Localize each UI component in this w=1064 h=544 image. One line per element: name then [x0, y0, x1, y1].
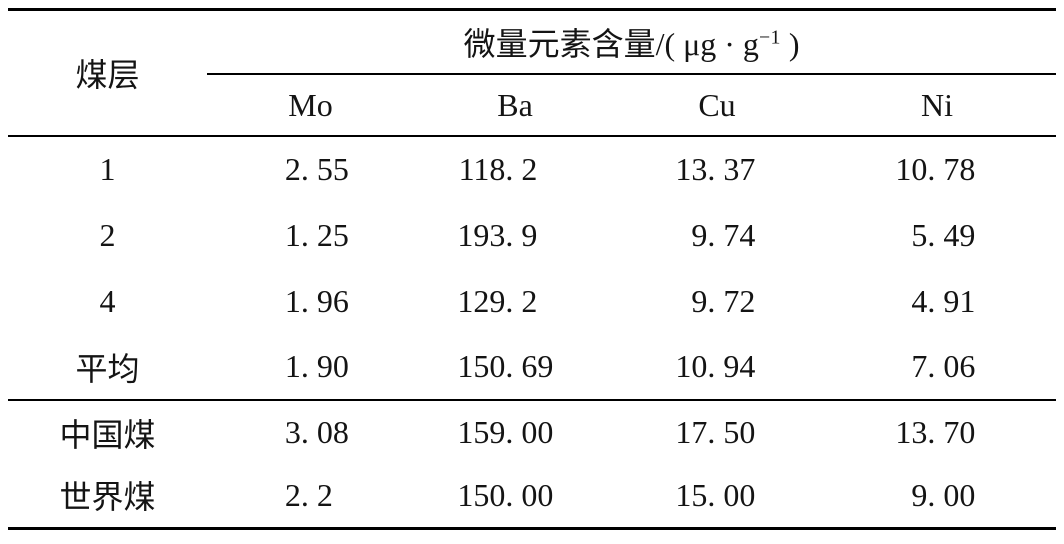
- cell-mo: 1. 90: [207, 334, 414, 400]
- row-label: 中国煤: [8, 399, 207, 464]
- numeric-value: 13. 37: [675, 151, 756, 187]
- numeric-value: 15. 00: [675, 476, 756, 513]
- cell-mo: 2. 55: [207, 136, 414, 202]
- numeric-value: 9. 00: [911, 476, 976, 513]
- coal-seam-rows: 1 2. 55 118. 2 13. 37 10. 78 2 1. 25 193. 9 9. 7…: [8, 136, 1056, 400]
- numeric-value: 150. 69: [457, 348, 554, 384]
- cell-ba: 159. 00: [414, 399, 616, 464]
- column-header-ba: Ba: [414, 74, 616, 137]
- numeric-value: 150. 00: [457, 476, 554, 513]
- reference-coal-rows: 中国煤 3. 08 159. 00 17. 50 13. 70 世界煤 2. 2 150. 0…: [8, 399, 1057, 528]
- cell-ni: 5. 49: [818, 202, 1056, 268]
- numeric-value: 9. 72: [691, 282, 756, 319]
- header-row-elements: Mo Ba Cu Ni: [8, 74, 1057, 137]
- header-row-unit: 煤层 微量元素含量/( μg · g−1 ): [8, 9, 1057, 137]
- cell-ni: 4. 91: [818, 268, 1056, 334]
- unit-header-close-paren: ): [780, 26, 800, 62]
- numeric-value: 118. 2: [458, 151, 538, 187]
- numeric-value: 159. 00: [457, 414, 554, 450]
- unit-header-exponent: −1: [758, 26, 781, 49]
- cell-mo: 3. 08: [207, 399, 414, 464]
- cell-cu: 13. 37: [616, 136, 818, 202]
- row-label: 1: [99, 151, 116, 187]
- numeric-value: 4. 91: [911, 282, 976, 319]
- cell-cu: 10. 94: [616, 334, 818, 400]
- cell-mo: 1. 25: [207, 202, 414, 268]
- numeric-value: 2. 55: [284, 151, 349, 187]
- numeric-value: 5. 49: [911, 216, 976, 253]
- numeric-value: 193. 9: [457, 216, 538, 253]
- unit-header: 微量元素含量/( μg · g−1 ): [207, 9, 1057, 75]
- column-header-mo: Mo: [207, 74, 414, 137]
- column-header-ni: Ni: [818, 74, 1057, 137]
- cell-ba: 129. 2: [414, 268, 616, 334]
- corner-header-coal-seam: 煤层: [8, 9, 207, 137]
- numeric-value: 2. 2: [284, 476, 333, 513]
- table-row: 1 2. 55 118. 2 13. 37 10. 78: [8, 136, 1056, 202]
- cell-mo: 2. 2: [207, 464, 414, 528]
- numeric-value: 10. 94: [675, 348, 756, 384]
- cell-ba: 193. 9: [414, 202, 616, 268]
- numeric-value: 129. 2: [457, 282, 538, 319]
- cell-ni: 9. 00: [818, 464, 1056, 528]
- row-label: 世界煤: [59, 479, 156, 516]
- table-row: 平均 1. 90 150. 69 10. 94 7. 06: [8, 334, 1056, 400]
- table-row: 中国煤 3. 08 159. 00 17. 50 13. 70: [8, 399, 1057, 464]
- numeric-value: 10. 78: [895, 151, 976, 187]
- table-row: 4 1. 96 129. 2 9. 72 4. 91: [8, 268, 1056, 334]
- numeric-value: 7. 06: [911, 348, 976, 384]
- cell-cu: 9. 74: [616, 202, 818, 268]
- numeric-value: 1. 90: [284, 348, 349, 384]
- cell-cu: 9. 72: [616, 268, 818, 334]
- cell-ni: 13. 70: [818, 399, 1057, 464]
- numeric-value: 1. 96: [284, 282, 349, 319]
- row-label: 平均: [75, 350, 140, 387]
- trace-elements-table: 煤层 微量元素含量/( μg · g−1 ) Mo Ba Cu Ni 1 2. 55 11…: [8, 8, 1057, 530]
- cell-cu: 17. 50: [616, 399, 818, 464]
- row-label: 4: [99, 282, 116, 319]
- row-label: 2: [99, 216, 116, 253]
- cell-cu: 15. 00: [616, 464, 818, 528]
- cell-ba: 118. 2: [414, 136, 616, 202]
- cell-ba: 150. 00: [414, 464, 616, 528]
- cell-mo: 1. 96: [207, 268, 414, 334]
- numeric-value: 3. 08: [284, 414, 349, 450]
- cell-ba: 150. 69: [414, 334, 616, 400]
- numeric-value: 17. 50: [675, 414, 756, 450]
- numeric-value: 13. 70: [895, 414, 976, 450]
- numeric-value: 9. 74: [691, 216, 756, 253]
- table-row: 世界煤 2. 2 150. 00 15. 00 9. 00: [8, 464, 1056, 528]
- cell-ni: 10. 78: [818, 136, 1056, 202]
- column-header-cu: Cu: [616, 74, 818, 137]
- unit-header-text: 微量元素含量/( μg · g: [463, 26, 759, 62]
- table-row: 2 1. 25 193. 9 9. 74 5. 49: [8, 202, 1056, 268]
- cell-ni: 7. 06: [818, 334, 1056, 400]
- numeric-value: 1. 25: [284, 216, 349, 253]
